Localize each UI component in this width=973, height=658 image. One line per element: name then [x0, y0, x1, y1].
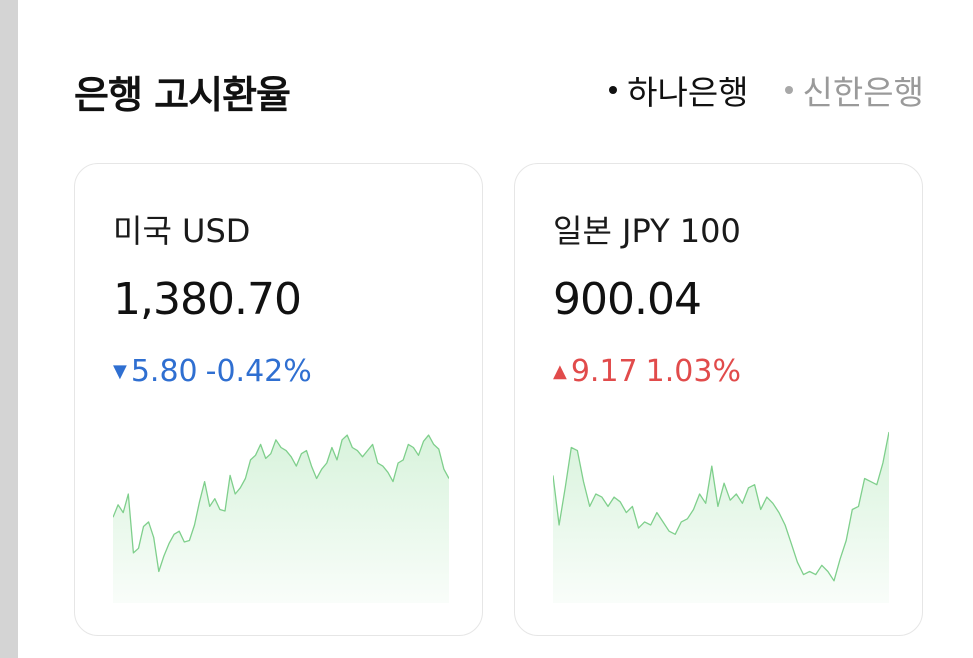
tab-shinhan-bank[interactable]: 신한은행: [784, 66, 924, 114]
change-amount: 9.17: [570, 354, 638, 389]
triangle-up-icon: ▲: [553, 361, 567, 382]
sparkline-area: [553, 432, 889, 603]
rate-change: ▼ 5.80 -0.42%: [113, 354, 312, 389]
sparkline-line: [113, 434, 449, 573]
triangle-down-icon: ▼: [113, 361, 127, 382]
change-amount: 5.80: [130, 354, 198, 389]
change-percent: -0.42%: [205, 354, 312, 389]
exchange-rate-header: 은행 고시환율 하나은행 신한은행: [74, 58, 924, 122]
jpy-trend-sparkline: [553, 431, 889, 603]
tab-hana-bank-label: 하나은행: [627, 73, 749, 112]
change-percent: 1.03%: [645, 354, 741, 389]
rate-change: ▲ 9.17 1.03%: [553, 354, 741, 389]
bullet-icon: [784, 86, 793, 94]
currency-card-usd[interactable]: 미국 USD 1,380.70 ▼ 5.80 -0.42%: [74, 163, 483, 636]
bank-tabs: 하나은행 신한은행: [609, 66, 924, 114]
tab-shinhan-bank-label: 신한은행: [802, 73, 924, 112]
sparkline-line: [553, 431, 889, 582]
bullet-icon: [609, 86, 618, 94]
sparkline-area: [113, 435, 449, 603]
page-title: 은행 고시환율: [74, 73, 291, 117]
currency-name: 일본 JPY 100: [553, 212, 741, 250]
usd-trend-sparkline: [113, 434, 449, 603]
currency-rate: 900.04: [553, 274, 702, 325]
currency-card-jpy[interactable]: 일본 JPY 100 900.04 ▲ 9.17 1.03%: [514, 163, 923, 636]
currency-rate: 1,380.70: [113, 274, 302, 325]
currency-name: 미국 USD: [113, 212, 251, 250]
left-edge-panel: [0, 0, 18, 658]
tab-hana-bank[interactable]: 하나은행: [609, 66, 749, 114]
